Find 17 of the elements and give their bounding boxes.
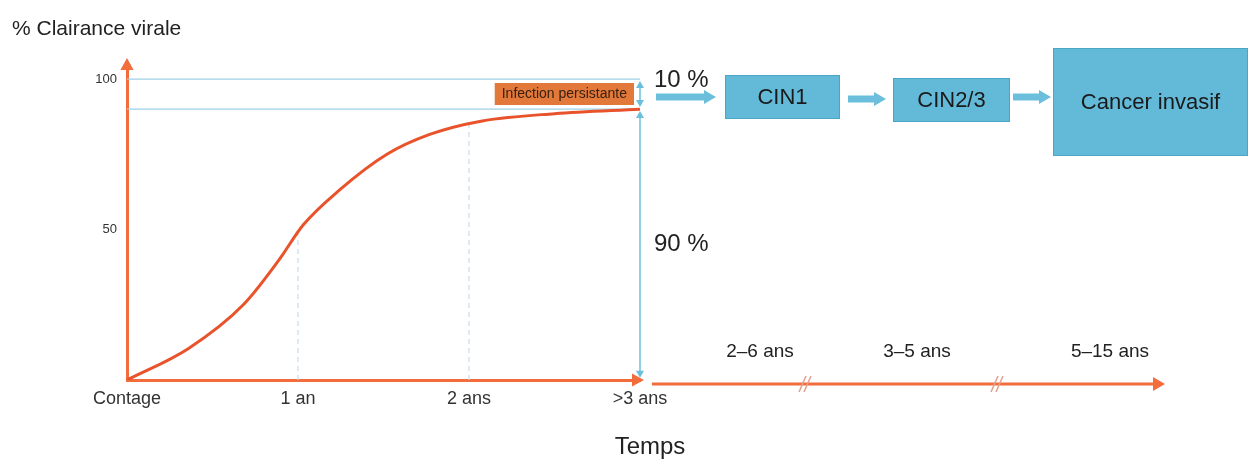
- x-tick-label: Contage: [92, 387, 162, 408]
- y-tick-label: 50: [102, 221, 117, 237]
- text: 5–15 ans: [1070, 340, 1150, 362]
- text: Cancer invasif: [1053, 48, 1248, 156]
- text: 3–5 ans: [883, 340, 951, 362]
- text: CIN1: [725, 75, 840, 119]
- text: 10 %: [654, 64, 709, 92]
- text: 2–6 ans: [726, 340, 794, 362]
- x-axis-title: Temps: [614, 432, 686, 460]
- text: 90 %: [654, 229, 709, 257]
- annotation: Infection persistante: [501, 84, 628, 101]
- y-tick-label: 100: [95, 70, 117, 86]
- text: CIN2/3: [893, 78, 1010, 122]
- x-tick-label: 2 ans: [446, 387, 492, 408]
- y-axis-title: % Clairance virale: [12, 16, 182, 40]
- x-tick-label: >3 ans: [612, 387, 668, 408]
- x-tick-label: 1 an: [280, 387, 316, 408]
